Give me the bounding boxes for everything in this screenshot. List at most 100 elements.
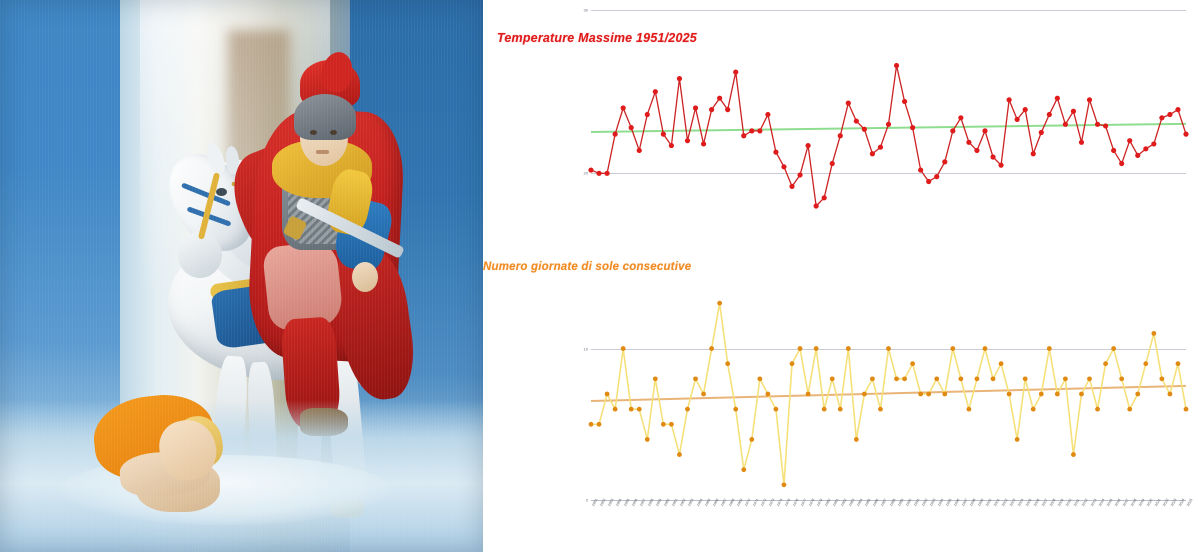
data-point xyxy=(1079,391,1084,397)
data-point xyxy=(749,437,755,442)
data-point xyxy=(982,346,988,351)
data-point xyxy=(1014,437,1020,442)
data-point xyxy=(1030,406,1036,412)
data-point xyxy=(1143,146,1149,152)
data-point xyxy=(733,69,739,75)
chart2-x-axis-labels: 1951 1952 1953 1954 1955 1956 1957 1958 1959 1960… xyxy=(591,498,1193,551)
data-point xyxy=(1102,123,1109,129)
data-point xyxy=(700,141,707,147)
data-point xyxy=(596,421,602,427)
data-point xyxy=(1151,141,1157,147)
data-point xyxy=(652,376,658,382)
data-point xyxy=(773,406,779,412)
data-point xyxy=(1127,138,1133,144)
data-point xyxy=(821,195,827,201)
data-point xyxy=(902,376,907,382)
data-point xyxy=(934,174,940,180)
data-point xyxy=(1095,406,1100,412)
data-point xyxy=(781,164,787,170)
data-point xyxy=(1006,97,1012,103)
x-tick-label: 2025 xyxy=(1186,498,1194,507)
data-point xyxy=(1175,107,1181,113)
data-point xyxy=(1183,131,1189,137)
data-point xyxy=(1111,147,1117,154)
data-point xyxy=(604,170,610,176)
data-point xyxy=(604,391,610,397)
data-point xyxy=(990,154,996,160)
data-point xyxy=(636,406,642,412)
data-point xyxy=(628,125,634,131)
gridline-20 xyxy=(591,173,1186,175)
y-tick-label: 10 xyxy=(583,346,588,352)
data-point xyxy=(805,391,811,397)
horse-muzzle xyxy=(178,232,222,278)
data-point xyxy=(1070,108,1077,114)
data-point xyxy=(934,376,940,382)
data-point xyxy=(1151,331,1157,336)
data-point xyxy=(620,105,626,111)
data-point xyxy=(853,437,859,442)
data-point xyxy=(677,452,682,457)
data-point xyxy=(821,406,827,412)
data-point xyxy=(990,376,996,382)
data-point xyxy=(829,376,835,382)
data-point xyxy=(877,144,884,150)
data-point xyxy=(1103,361,1108,367)
data-point xyxy=(612,406,618,412)
data-point xyxy=(974,147,980,154)
chart-giornate-sole: Numero giornate di sole consecutive 10 0 … xyxy=(483,260,1200,552)
data-point xyxy=(998,162,1004,168)
data-point xyxy=(805,142,811,149)
horse-eye xyxy=(216,188,227,196)
data-point xyxy=(829,160,835,167)
data-point xyxy=(765,111,771,118)
data-point xyxy=(757,376,763,382)
data-point xyxy=(950,346,956,351)
series-svg xyxy=(588,62,1189,209)
data-point xyxy=(901,98,908,105)
data-point xyxy=(1054,391,1060,397)
data-point xyxy=(781,482,787,488)
data-point xyxy=(644,111,650,118)
data-point xyxy=(693,376,698,382)
data-point xyxy=(669,421,674,427)
chart2-title: Numero giornate di sole consecutive xyxy=(483,261,692,273)
data-point xyxy=(870,376,875,382)
data-point xyxy=(966,406,972,412)
data-point xyxy=(1062,376,1068,382)
data-point xyxy=(869,151,876,157)
data-point xyxy=(636,147,642,154)
data-point xyxy=(966,139,972,145)
data-point xyxy=(853,118,859,124)
data-point xyxy=(1135,391,1141,397)
data-point xyxy=(1078,139,1085,145)
data-point xyxy=(926,178,932,185)
data-point xyxy=(1046,346,1052,351)
data-point xyxy=(885,121,892,127)
data-point xyxy=(1159,376,1165,382)
data-point xyxy=(837,406,843,412)
data-point xyxy=(982,128,988,134)
y-tick-label: 0 xyxy=(585,497,588,503)
data-point xyxy=(894,376,899,382)
data-point xyxy=(725,361,731,367)
data-point xyxy=(596,170,602,176)
data-point xyxy=(709,107,715,113)
rider-eye-right xyxy=(330,130,337,135)
data-point xyxy=(1087,376,1092,382)
data-point xyxy=(910,361,916,367)
data-point xyxy=(1014,116,1020,123)
data-point xyxy=(797,346,803,351)
data-point xyxy=(1094,121,1101,127)
data-point xyxy=(958,376,964,382)
data-point xyxy=(1119,376,1125,382)
y-tick-label: 30 xyxy=(583,7,588,13)
data-point xyxy=(1159,115,1165,121)
data-point xyxy=(918,167,924,173)
data-point xyxy=(789,361,795,367)
data-point xyxy=(685,406,690,412)
data-point xyxy=(1119,160,1125,167)
data-point xyxy=(878,406,883,412)
data-point xyxy=(668,142,675,149)
